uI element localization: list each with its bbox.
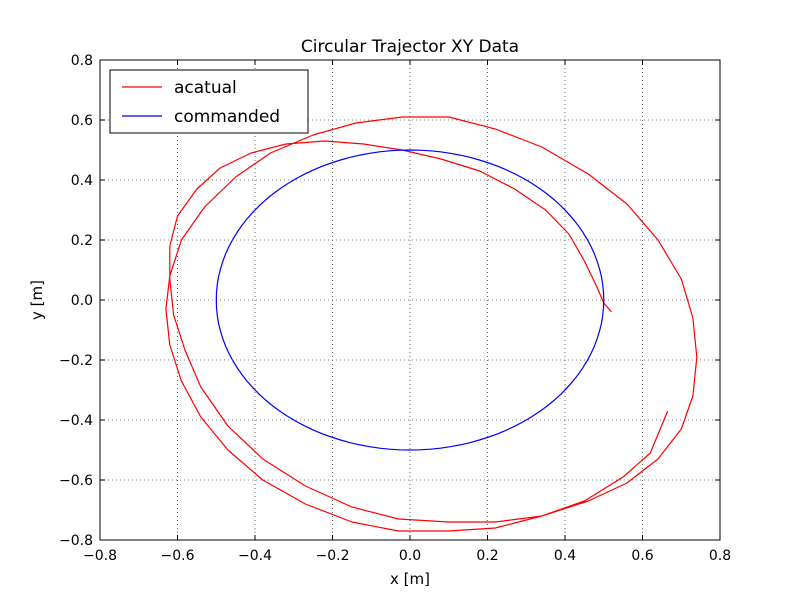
y-tick-label: −0.8 <box>59 533 93 549</box>
y-tick-label: 0.2 <box>71 233 93 249</box>
x-tick-label: 0.0 <box>399 548 421 564</box>
y-tick-label: −0.2 <box>59 353 93 369</box>
x-tick-label: 0.8 <box>709 548 731 564</box>
legend-box <box>109 69 309 134</box>
ticks: −0.8 −0.6 −0.4 −0.2 0.0 0.2 0.4 0.6 0.8 −0.8 −0.6 −… <box>59 53 731 564</box>
legend-label-commanded: commanded <box>174 107 280 127</box>
series-line-acatual <box>165 116 698 532</box>
x-tick-label: −0.6 <box>161 548 195 564</box>
x-tick-label: 0.6 <box>631 548 653 564</box>
legend-label-acatual: acatual <box>174 78 237 98</box>
y-tick-label: −0.4 <box>59 413 93 429</box>
y-tick-label: −0.6 <box>59 473 93 489</box>
x-axis-label: x [m] <box>390 570 430 588</box>
series-layer <box>165 116 698 532</box>
y-tick-label: 0.8 <box>71 53 93 69</box>
grid <box>100 60 720 540</box>
y-tick-label: 0.6 <box>71 113 93 129</box>
series-line-commanded <box>215 149 605 451</box>
x-tick-label: 0.4 <box>554 548 576 564</box>
x-tick-label: −0.2 <box>316 548 350 564</box>
x-tick-label: −0.8 <box>83 548 117 564</box>
legend: acatual commanded <box>109 69 309 134</box>
y-axis-label: y [m] <box>28 280 46 320</box>
y-tick-label: 0.4 <box>71 173 93 189</box>
x-tick-label: 0.2 <box>476 548 498 564</box>
chart-title: Circular Trajector XY Data <box>301 37 519 57</box>
y-tick-label: 0.0 <box>71 293 93 309</box>
x-tick-label: −0.4 <box>238 548 272 564</box>
